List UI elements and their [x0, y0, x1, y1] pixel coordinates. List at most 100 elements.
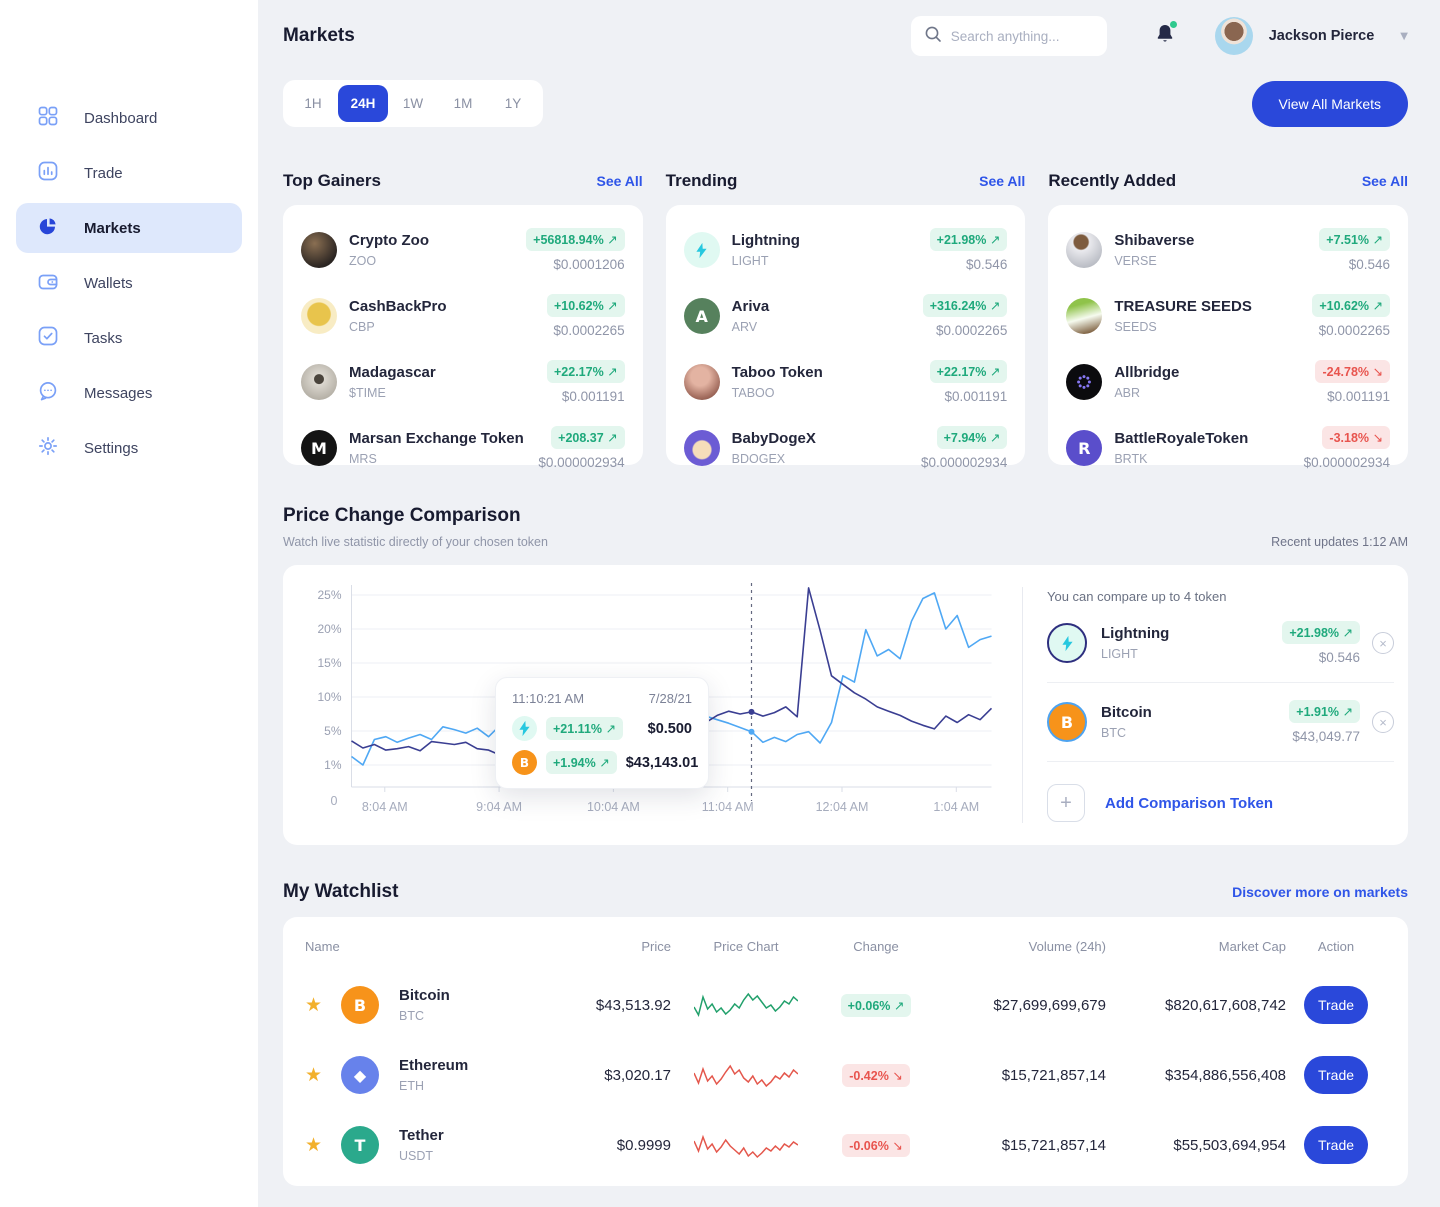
discover-more-link[interactable]: Discover more on markets [1232, 884, 1408, 900]
timeframe-tab-1m[interactable]: 1M [453, 96, 473, 111]
crypto-zoo-token-icon [301, 232, 337, 268]
token-market-cap: $55,503,694,954 [1173, 1136, 1286, 1154]
top-gainers-section: Top Gainers See All Crypto Zoo ZOO +56818.… [283, 171, 643, 470]
token-row[interactable]: Allbridge ABR -24.78% ↘ $0.001191 [1066, 349, 1390, 415]
lightning-token-icon [1047, 623, 1087, 663]
bitcoin-token-icon: B [1047, 702, 1087, 742]
token-price: $0.001191 [944, 389, 1008, 404]
tooltip-date: 7/28/21 [648, 691, 692, 706]
sidebar-item-trade[interactable]: Trade [16, 148, 242, 198]
chart-tooltip: 11:10:21 AM 7/28/21 +21.11% ↗ $0.500 B +1.9… [495, 677, 709, 789]
timeframe-tab-1y[interactable]: 1Y [504, 96, 522, 111]
market-highlight-cards: Top Gainers See All Crypto Zoo ZOO +56818.… [283, 171, 1408, 470]
recently-added-card: Shibaverse VERSE +7.51% ↗ $0.546 TREASURE SE… [1048, 205, 1408, 470]
remove-token-button[interactable]: × [1372, 711, 1394, 733]
trade-button[interactable]: Trade [1304, 1126, 1368, 1164]
tasks-check-icon [38, 326, 58, 350]
timeframe-tab-24h[interactable]: 24H [338, 85, 388, 122]
sidebar-item-label: Messages [84, 384, 153, 402]
token-price: $0.0002265 [936, 323, 1008, 338]
comparison-token-row[interactable]: Lightning LIGHT +21.98% ↗ $0.546 × [1047, 604, 1394, 683]
token-name: Lightning [731, 232, 800, 249]
trade-button[interactable]: Trade [1304, 986, 1368, 1024]
see-all-link[interactable]: See All [596, 173, 643, 189]
add-comparison-token-button[interactable]: + Add Comparison Token [1047, 784, 1394, 822]
sidebar-item-wallets[interactable]: Wallets [16, 258, 242, 308]
change-badge: +7.51% ↗ [1319, 228, 1390, 251]
watchlist-row[interactable]: ★ T Tether USDT $0.9999 -0.06% ↘ $15,721,857,1… [305, 1110, 1386, 1180]
user-menu-caret-icon[interactable]: ▼ [1400, 30, 1408, 42]
token-price: $0.001191 [1327, 389, 1390, 404]
token-row[interactable]: A Ariva ARV +316.24% ↗ $0.0002265 [683, 283, 1008, 349]
token-price: $43,513.92 [595, 996, 671, 1014]
token-price: $0.546 [966, 257, 1008, 272]
token-row[interactable]: TREASURE SEEDS SEEDS +10.62% ↗ $0.0002265 [1066, 283, 1390, 349]
search-box[interactable] [910, 16, 1107, 56]
see-all-link[interactable]: See All [1361, 173, 1408, 189]
price-sparkline [694, 1134, 798, 1159]
markets-pie-icon [38, 216, 58, 240]
add-comparison-token-label: Add Comparison Token [1105, 794, 1274, 812]
token-name: Taboo Token [731, 364, 823, 381]
timeframe-tab-1w[interactable]: 1W [402, 96, 424, 111]
token-symbol: BRTK [1114, 452, 1148, 466]
bell-icon [1157, 24, 1173, 42]
svg-text:12:04 AM: 12:04 AM [816, 800, 869, 814]
column-header-volume: Volume (24h) [1028, 939, 1106, 954]
token-row[interactable]: M Marsan Exchange Token MRS +208.37 ↗ $0.000… [301, 415, 625, 481]
token-symbol: ARV [731, 320, 758, 334]
sidebar-item-dashboard[interactable]: Dashboard [16, 93, 242, 143]
change-badge: -24.78% ↘ [1315, 360, 1390, 383]
change-badge: +208.37 ↗ [551, 426, 625, 449]
madagascar-token-icon [301, 364, 337, 400]
watch-star-icon[interactable]: ★ [305, 1064, 323, 1086]
taboo-token-icon [683, 364, 720, 400]
notification-dot [1169, 20, 1177, 28]
comparison-token-row[interactable]: B Bitcoin BTC +1.91% ↗ $43,049.77 × [1047, 683, 1394, 762]
change-badge: -0.42% ↘ [842, 1063, 910, 1087]
token-row[interactable]: Crypto Zoo ZOO +56818.94% ↗ $0.0001206 [301, 217, 625, 283]
comparison-note: You can compare up to 4 token [1047, 589, 1227, 604]
token-name: Shibaverse [1114, 232, 1195, 249]
see-all-link[interactable]: See All [979, 173, 1026, 189]
token-name: Lightning [1101, 625, 1170, 642]
token-row[interactable]: Madagascar $TIME +22.17% ↗ $0.001191 [301, 349, 625, 415]
user-avatar[interactable] [1214, 17, 1253, 55]
trade-button[interactable]: Trade [1304, 1056, 1368, 1094]
token-market-cap: $820,617,608,742 [1165, 996, 1286, 1014]
svg-text:8:04 AM: 8:04 AM [362, 800, 408, 814]
sidebar-item-messages[interactable]: Messages [16, 368, 242, 418]
main-content: Markets Jackson Pierce ▼ 1H 24H 1W 1M 1Y Vie… [258, 0, 1440, 1207]
sidebar-item-settings[interactable]: Settings [16, 423, 242, 473]
change-badge: -0.06% ↘ [842, 1133, 910, 1157]
token-name: CashBackPro [349, 298, 447, 315]
sidebar-item-tasks[interactable]: Tasks [16, 313, 242, 363]
notification-bell-button[interactable] [1153, 20, 1177, 51]
token-row[interactable]: Lightning LIGHT +21.98% ↗ $0.546 [683, 217, 1008, 283]
timeframe-tab-1h[interactable]: 1H [304, 96, 322, 111]
watch-star-icon[interactable]: ★ [305, 994, 323, 1016]
change-badge: +0.06% ↗ [840, 993, 912, 1017]
tooltip-token-row: B +1.94% ↗ $43,143.01 [512, 750, 698, 775]
change-badge: +316.24% ↗ [922, 294, 1008, 317]
token-row[interactable]: R BattleRoyaleToken BRTK -3.18% ↘ $0.0000029… [1066, 415, 1390, 481]
watchlist-title: My Watchlist [283, 881, 399, 902]
change-badge: +10.62% ↗ [1312, 294, 1390, 317]
token-row[interactable]: Taboo Token TABOO +22.17% ↗ $0.001191 [683, 349, 1008, 415]
trending-card: Lightning LIGHT +21.98% ↗ $0.546 A Ariva ARV +3… [665, 205, 1026, 470]
remove-token-button[interactable]: × [1372, 632, 1394, 654]
search-input[interactable] [950, 28, 1094, 44]
ethereum-token-icon: ◆ [341, 1056, 379, 1094]
token-row[interactable]: CashBackPro CBP +10.62% ↗ $0.0002265 [301, 283, 625, 349]
sidebar-item-markets[interactable]: Markets [16, 203, 242, 253]
token-price: $0.9999 [616, 1136, 671, 1154]
watch-star-icon[interactable]: ★ [305, 1134, 323, 1156]
token-row[interactable]: BabyDogeX BDOGEX +7.94% ↗ $0.000002934 [683, 415, 1008, 481]
watchlist-row[interactable]: ★ B Bitcoin BTC $43,513.92 +0.06% ↗ $27,699,69… [305, 970, 1386, 1040]
wallet-icon [38, 271, 58, 295]
token-row[interactable]: Shibaverse VERSE +7.51% ↗ $0.546 [1066, 217, 1390, 283]
view-all-markets-button[interactable]: View All Markets [1251, 80, 1408, 127]
price-sparkline [694, 992, 798, 1018]
watchlist-row[interactable]: ★ ◆ Ethereum ETH $3,020.17 -0.42% ↘ $15,721,85… [305, 1040, 1386, 1110]
token-name: Madagascar [349, 364, 436, 381]
